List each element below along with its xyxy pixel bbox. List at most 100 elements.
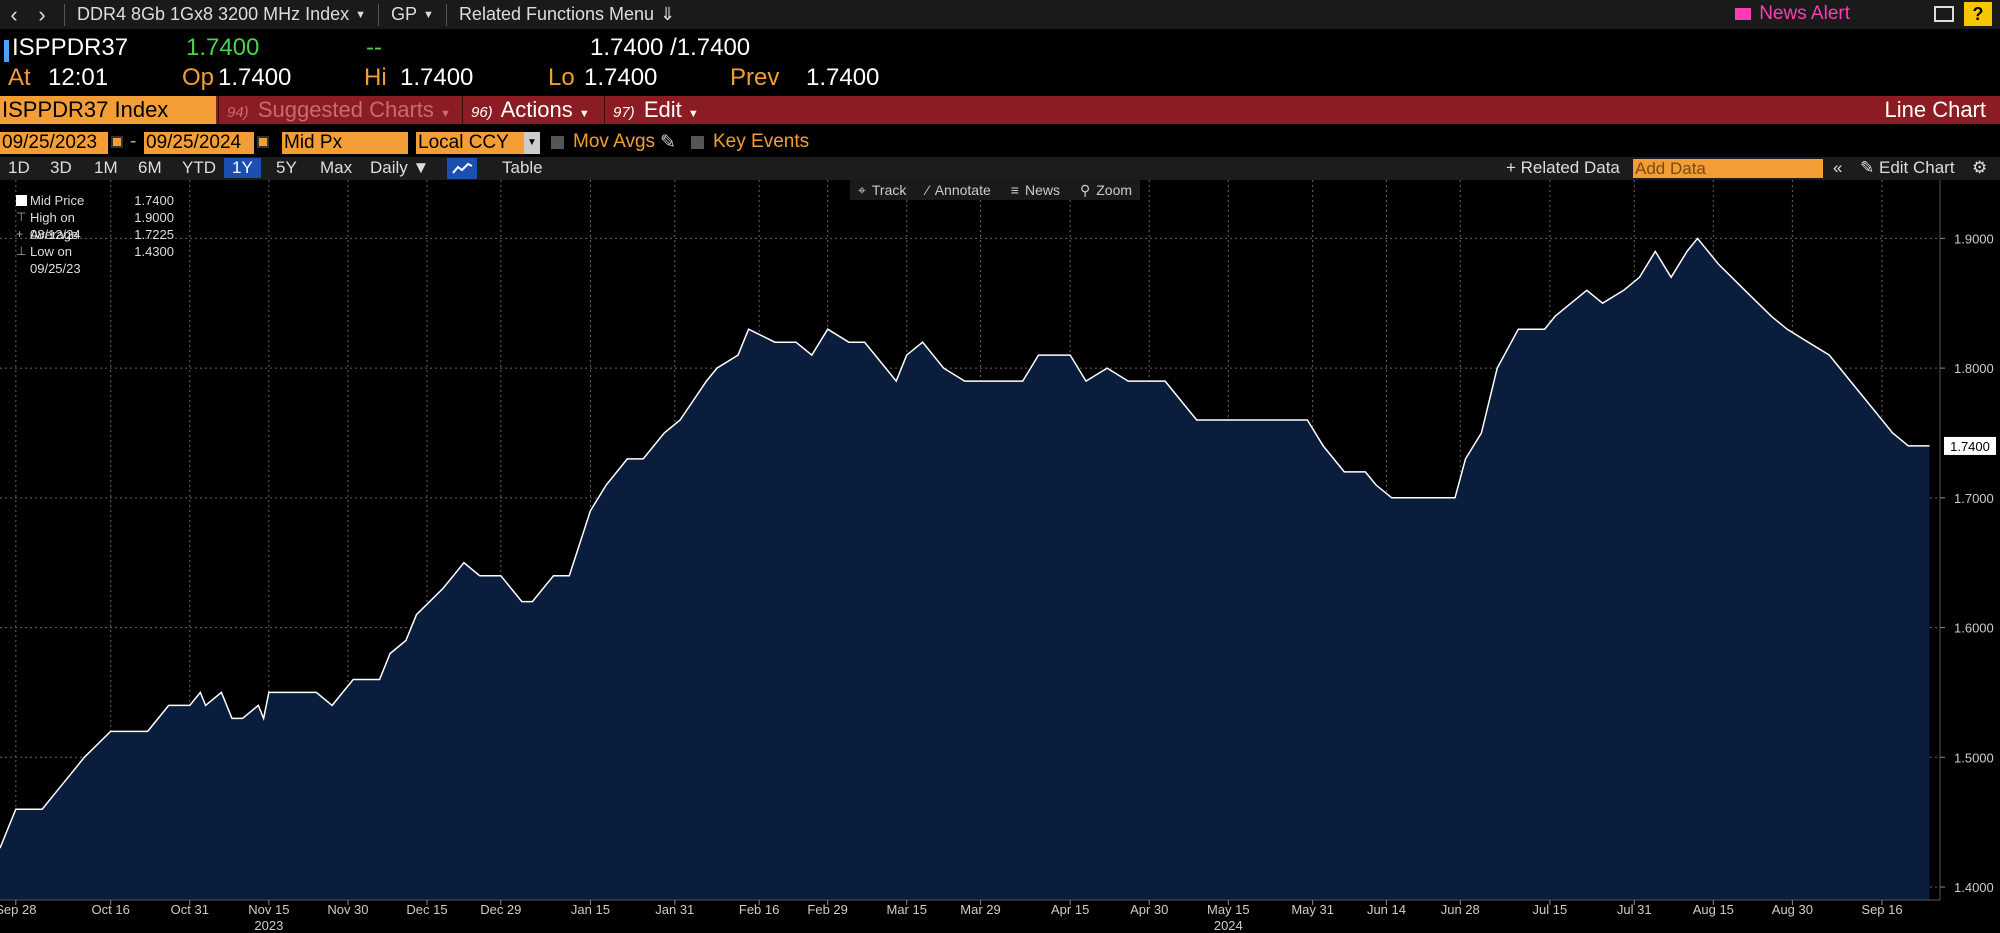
- frequency-selector[interactable]: Daily ▼: [370, 158, 429, 178]
- key-events-checkbox[interactable]: [691, 136, 704, 149]
- annotate-icon: ∕: [926, 182, 929, 198]
- bid-ask: 1.7400 /1.7400: [590, 34, 751, 61]
- annotate-tool[interactable]: ∕ Annotate: [926, 182, 990, 198]
- y-tick-label: 1.6000: [1954, 621, 1994, 636]
- last-price: 1.7400: [186, 34, 260, 61]
- crosshair-icon: ⌖: [858, 181, 866, 198]
- x-tick-label: Feb 16: [739, 902, 779, 917]
- line-chart[interactable]: 1.9000 1.8000 1.7000 1.6000 1.5000 1.4000 Sep…: [0, 180, 2000, 933]
- track-label: Track: [871, 181, 907, 198]
- double-chevron-down-icon: ⇓: [660, 4, 676, 24]
- period-max[interactable]: Max: [320, 158, 353, 177]
- gear-icon[interactable]: ⚙: [1972, 158, 1988, 177]
- caret-down-icon: ▼: [578, 108, 590, 120]
- calendar-icon[interactable]: [257, 136, 269, 148]
- period-1y[interactable]: 1Y: [224, 158, 261, 178]
- frequency-label: Daily: [370, 158, 408, 177]
- high-marker-icon: ⊤: [16, 210, 27, 224]
- open-value: 1.7400: [218, 64, 292, 91]
- caret-down-icon[interactable]: ▼: [524, 132, 540, 154]
- collapse-icon[interactable]: «: [1833, 158, 1843, 177]
- start-date-field[interactable]: 09/25/2023: [0, 132, 108, 154]
- news-alert-button[interactable]: News Alert: [1735, 3, 1850, 25]
- field-selector[interactable]: Mid Px: [282, 132, 408, 154]
- currency-selector[interactable]: Local CCY: [416, 132, 524, 154]
- pencil-icon: ✎: [1860, 158, 1875, 177]
- last-value-tag: [1944, 436, 1996, 455]
- caret-down-icon: ▼: [412, 158, 430, 177]
- y-tick-label: 1.5000: [1954, 750, 1994, 765]
- key-events-label: Key Events: [713, 131, 810, 152]
- annotate-label: Annotate: [934, 182, 991, 198]
- prev-value: 1.7400: [806, 64, 880, 91]
- quote-ticker: ISPPDR37: [12, 34, 129, 61]
- caret-down-icon: ▼: [440, 108, 451, 120]
- ticker-field[interactable]: ISPPDR37 Index: [0, 96, 216, 124]
- track-tool[interactable]: ⌖ Track: [858, 182, 906, 199]
- legend-row: + Average 1.7225: [6, 226, 174, 243]
- related-data-button[interactable]: + Related Data: [1506, 158, 1620, 177]
- x-tick-label: Dec 29: [480, 902, 521, 917]
- x-tick-label: May 15: [1207, 902, 1250, 917]
- y-tick-label: 1.4000: [1954, 880, 1994, 895]
- legend-value: 1.7225: [134, 227, 174, 242]
- chart-toolbar: 1D 3D 1M 6M YTD 1Y 5Y Max Daily ▼ Table …: [0, 157, 2000, 180]
- add-data-input[interactable]: Add Data: [1633, 159, 1823, 178]
- calendar-icon[interactable]: [111, 136, 123, 148]
- period-5y[interactable]: 5Y: [276, 158, 297, 177]
- year-label: 2023: [254, 918, 283, 933]
- quote-time: 12:01: [48, 64, 109, 91]
- period-3d[interactable]: 3D: [50, 158, 72, 177]
- news-tool[interactable]: ≡ News: [1011, 182, 1060, 198]
- period-1m[interactable]: 1M: [94, 158, 118, 177]
- legend-value: 1.9000: [134, 210, 174, 225]
- edit-chart-label: Edit Chart: [1878, 158, 1955, 177]
- function-bar: ISPPDR37 Index 94) Suggested Charts ▼ 96…: [0, 96, 2000, 124]
- divider: [445, 3, 447, 26]
- line-chart-icon[interactable]: [447, 158, 477, 179]
- actions-menu[interactable]: 96) Actions ▼: [462, 96, 604, 124]
- gp-menu[interactable]: GP ▼: [387, 4, 438, 25]
- forward-arrow-icon[interactable]: ›: [38, 1, 46, 27]
- divider: [378, 3, 380, 26]
- related-functions-menu[interactable]: Related Functions Menu ⇓: [455, 4, 679, 25]
- related-functions-label: Related Functions Menu: [458, 4, 655, 24]
- period-1d[interactable]: 1D: [8, 158, 30, 177]
- x-tick-label: Oct 31: [171, 902, 209, 917]
- net-change: --: [366, 34, 382, 61]
- help-button[interactable]: ?: [1964, 2, 1992, 26]
- x-tick-label: Nov 30: [327, 902, 368, 917]
- y-tick-label: 1.7000: [1954, 491, 1994, 506]
- back-arrow-icon[interactable]: ‹: [10, 1, 18, 27]
- open-label: Op: [182, 64, 215, 91]
- legend-row: ⊥ Low on 09/25/23 1.4300: [6, 243, 174, 276]
- suggested-charts-label: Suggested Charts: [257, 97, 434, 122]
- year-label: 2024: [1214, 918, 1243, 933]
- end-date-field[interactable]: 09/25/2024: [144, 132, 254, 154]
- mov-avgs-checkbox[interactable]: [551, 136, 564, 149]
- at-label: At: [8, 64, 31, 91]
- period-6m[interactable]: 6M: [138, 158, 162, 177]
- x-tick-label: Nov 15: [248, 902, 289, 917]
- window-icon[interactable]: [1934, 6, 1954, 22]
- suggested-charts-menu[interactable]: 94) Suggested Charts ▼: [218, 96, 462, 124]
- security-menu[interactable]: DDR4 8Gb 1Gx8 3200 MHz Index ▼: [73, 4, 370, 25]
- x-tick-label: Oct 16: [92, 902, 130, 917]
- date-range-row: 09/25/2023 - 09/25/2024 Mid Px Local CCY…: [0, 130, 2000, 156]
- x-tick-label: Dec 15: [406, 902, 447, 917]
- edit-menu[interactable]: 97) Edit ▼: [604, 96, 710, 124]
- pencil-icon[interactable]: ✎: [660, 132, 676, 153]
- x-tick-label: Sep 28: [0, 902, 36, 917]
- x-tick-label: Apr 15: [1051, 902, 1089, 917]
- x-tick-label: Aug 15: [1693, 902, 1734, 917]
- zoom-tool[interactable]: ⚲ Zoom: [1080, 182, 1132, 199]
- period-ytd[interactable]: YTD: [182, 158, 216, 177]
- legend-name: High on 08/12/24: [30, 210, 81, 242]
- chart-tools: ⌖ Track ∕ Annotate ≡ News ⚲ Zoom: [850, 180, 1141, 200]
- magnifier-icon: ⚲: [1079, 181, 1091, 198]
- x-tick-label: Mar 15: [887, 902, 927, 917]
- edit-chart-button[interactable]: ✎ Edit Chart: [1860, 158, 1955, 178]
- table-button[interactable]: Table: [502, 158, 543, 177]
- series-swatch: [16, 195, 27, 206]
- x-tick-label: Jul 15: [1533, 902, 1568, 917]
